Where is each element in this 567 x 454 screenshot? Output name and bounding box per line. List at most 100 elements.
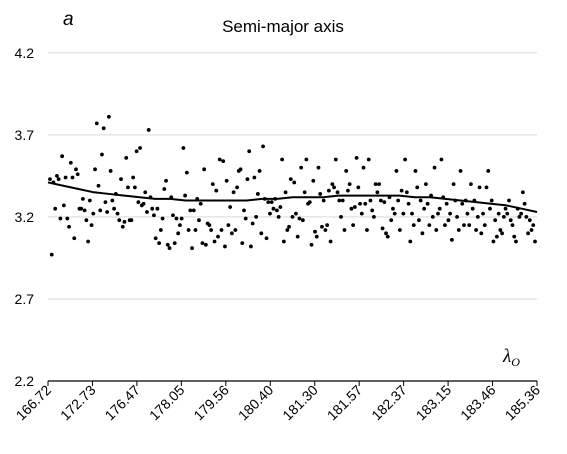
data-point: [229, 231, 234, 236]
data-point: [276, 215, 281, 219]
data-point: [63, 175, 68, 180]
data-point: [280, 157, 285, 162]
data-point: [460, 201, 465, 206]
data-point: [53, 206, 58, 211]
data-point: [287, 224, 291, 229]
data-point: [403, 157, 407, 162]
data-point: [172, 241, 177, 246]
data-point: [162, 187, 167, 191]
x-axis-label: λO: [502, 346, 520, 369]
data-point: [70, 175, 75, 180]
data-point: [392, 211, 397, 216]
data-point: [505, 211, 510, 216]
data-point: [106, 114, 111, 119]
data-point: [436, 211, 440, 216]
grid-lines: [48, 52, 537, 300]
data-point: [427, 223, 432, 228]
data-point: [165, 242, 170, 247]
data-point: [212, 239, 217, 244]
y-axis-ticks: 2.2 2.7 3.2 3.7 4.2: [15, 45, 35, 389]
data-point: [482, 223, 487, 228]
data-point: [451, 182, 456, 186]
x-tick-label: 172.73: [57, 382, 99, 424]
panel-label: a: [63, 9, 74, 30]
data-point: [493, 218, 498, 223]
data-point: [418, 198, 423, 203]
data-point: [202, 167, 207, 172]
data-point: [417, 218, 421, 223]
data-point: [174, 216, 179, 221]
data-point: [235, 185, 239, 190]
data-point: [55, 173, 59, 178]
data-point: [309, 242, 314, 247]
data-point: [257, 169, 262, 173]
data-point: [167, 246, 172, 250]
data-point: [465, 211, 470, 216]
data-point: [410, 211, 414, 216]
data-point: [479, 231, 484, 236]
data-point: [351, 223, 356, 228]
data-point: [68, 160, 73, 165]
data-point: [290, 215, 295, 219]
data-point: [183, 193, 188, 198]
data-point: [89, 223, 94, 228]
data-point: [157, 241, 162, 246]
data-point: [190, 246, 194, 250]
x-tick-label: 181.30: [279, 382, 321, 424]
data-point: [439, 157, 444, 162]
data-point: [456, 228, 461, 232]
data-point: [411, 223, 416, 228]
data-point: [129, 218, 134, 223]
data-point: [60, 154, 65, 159]
data-point: [207, 223, 212, 228]
data-point: [354, 155, 359, 160]
data-point: [224, 178, 229, 183]
data-point: [94, 121, 99, 126]
data-point: [216, 234, 220, 239]
data-point: [131, 175, 136, 180]
data-point: [462, 223, 466, 228]
trend-line: [47, 181, 538, 213]
data-point: [313, 229, 317, 234]
data-point: [325, 223, 330, 228]
data-point: [517, 215, 522, 219]
data-point: [134, 149, 139, 154]
data-point: [200, 241, 205, 246]
data-point: [384, 231, 388, 236]
data-point: [155, 206, 160, 211]
data-point: [247, 149, 252, 154]
data-point: [240, 241, 245, 246]
data-point: [366, 157, 371, 162]
data-point: [304, 157, 309, 162]
data-point: [145, 210, 149, 214]
data-point: [394, 169, 399, 173]
y-tick-label: 2.2: [15, 373, 35, 389]
data-point: [396, 198, 401, 203]
data-point: [370, 208, 375, 213]
data-point: [84, 218, 89, 223]
data-point: [425, 201, 430, 206]
x-axis-ticks: 166.72 172.73 176.47 178.05 179.56 180.40 181.…: [13, 381, 544, 424]
data-point: [363, 201, 368, 206]
scatter-points: [48, 114, 537, 257]
data-point: [533, 239, 537, 244]
data-point: [477, 185, 482, 190]
data-point: [372, 215, 376, 219]
data-point: [448, 211, 453, 216]
data-point: [368, 198, 373, 203]
data-point: [314, 234, 319, 239]
data-point: [79, 206, 84, 211]
data-point: [87, 198, 92, 203]
data-point: [178, 223, 182, 228]
data-point: [356, 185, 361, 190]
data-point: [498, 228, 503, 232]
data-point: [514, 239, 518, 244]
data-point: [93, 167, 97, 172]
x-tick-label: 185.36: [502, 382, 544, 424]
data-point: [171, 213, 175, 218]
data-point: [526, 231, 530, 236]
y-tick-label: 3.2: [15, 209, 35, 225]
data-point: [339, 215, 343, 219]
data-point: [252, 175, 257, 180]
data-point: [193, 228, 198, 232]
